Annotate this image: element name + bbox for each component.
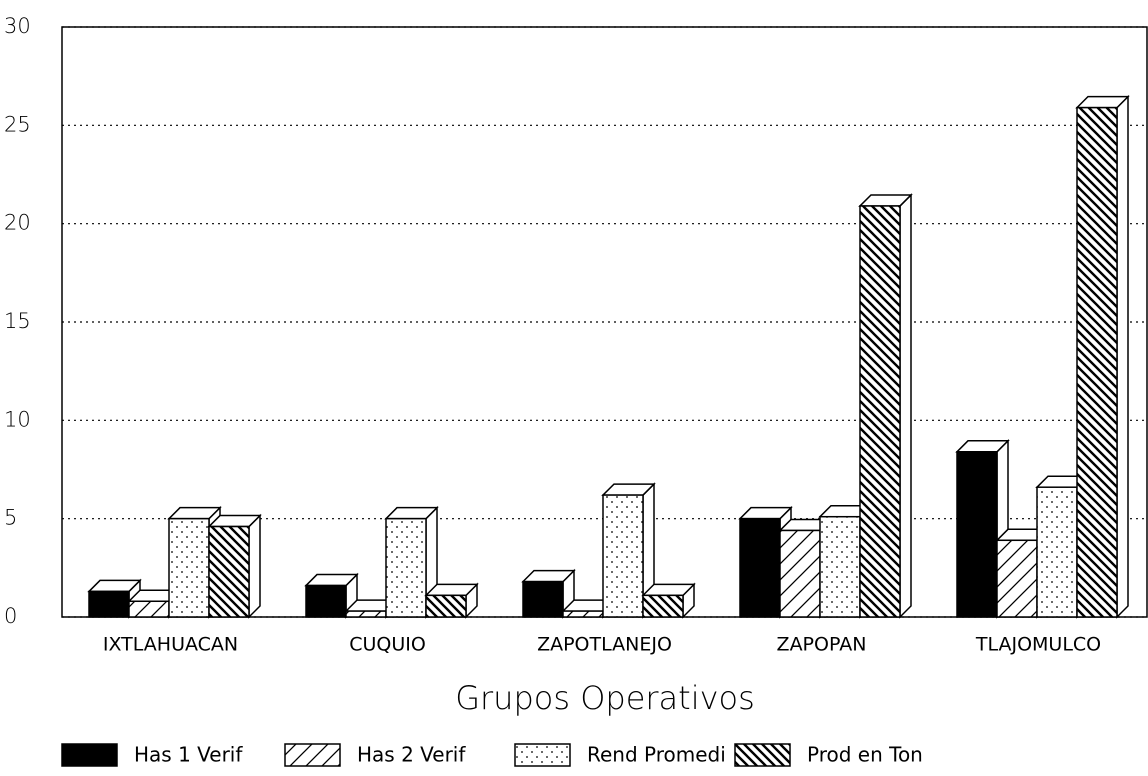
bar	[208, 525, 250, 618]
bar	[642, 594, 684, 618]
bar	[1076, 106, 1118, 618]
bar-group	[384, 505, 439, 619]
bar	[602, 494, 644, 618]
x-axis-title: Grupos Operativos	[455, 679, 755, 717]
bar-side	[248, 513, 261, 619]
bar-group	[1075, 94, 1130, 619]
bar-group	[521, 568, 576, 619]
legend-label: Prod en Ton	[807, 743, 923, 767]
x-tick-label: ZAPOTLANEJO	[537, 634, 672, 656]
bar	[522, 580, 564, 618]
x-tick-label: IXTLAHUACAN	[103, 634, 238, 656]
bar-group	[641, 582, 696, 619]
legend-swatch	[284, 743, 341, 767]
legend-label: Rend Promedi	[587, 743, 726, 767]
bar-group	[424, 582, 479, 619]
bar	[956, 451, 998, 618]
y-tick-label: 0	[4, 604, 17, 628]
bar	[305, 584, 347, 618]
legend-label: Has 1 Verif	[134, 743, 243, 767]
x-tick-label: TLAJOMULCO	[975, 634, 1101, 656]
bar-group	[858, 193, 913, 619]
bar	[779, 529, 821, 618]
y-tick-label: 10	[4, 407, 31, 431]
y-tick-label: 15	[4, 309, 31, 333]
bar	[88, 590, 130, 618]
legend-swatch	[61, 743, 118, 767]
x-tick-label: ZAPOPAN	[777, 634, 867, 656]
bar	[819, 515, 861, 618]
y-tick-label: 25	[4, 112, 31, 136]
y-tick-label: 20	[4, 211, 31, 235]
bar	[128, 600, 170, 618]
bar	[425, 594, 467, 618]
y-tick-label: 30	[4, 14, 31, 38]
bar	[1036, 486, 1078, 618]
bar	[168, 517, 210, 618]
bar-group	[601, 482, 656, 619]
legend-swatch	[734, 743, 791, 767]
x-tick-label: CUQUIO	[349, 634, 426, 656]
bar	[385, 517, 427, 618]
bar-group	[207, 513, 262, 619]
bar	[739, 517, 781, 618]
bar	[345, 610, 387, 618]
legend-swatch	[514, 743, 571, 767]
bar-group	[304, 572, 359, 619]
bar-side	[899, 193, 912, 619]
bar	[562, 610, 604, 618]
legend-label: Has 2 Verif	[357, 743, 466, 767]
y-tick-label: 5	[4, 506, 17, 530]
bar-side	[1116, 94, 1129, 619]
bar	[996, 539, 1038, 618]
bar	[859, 205, 901, 618]
